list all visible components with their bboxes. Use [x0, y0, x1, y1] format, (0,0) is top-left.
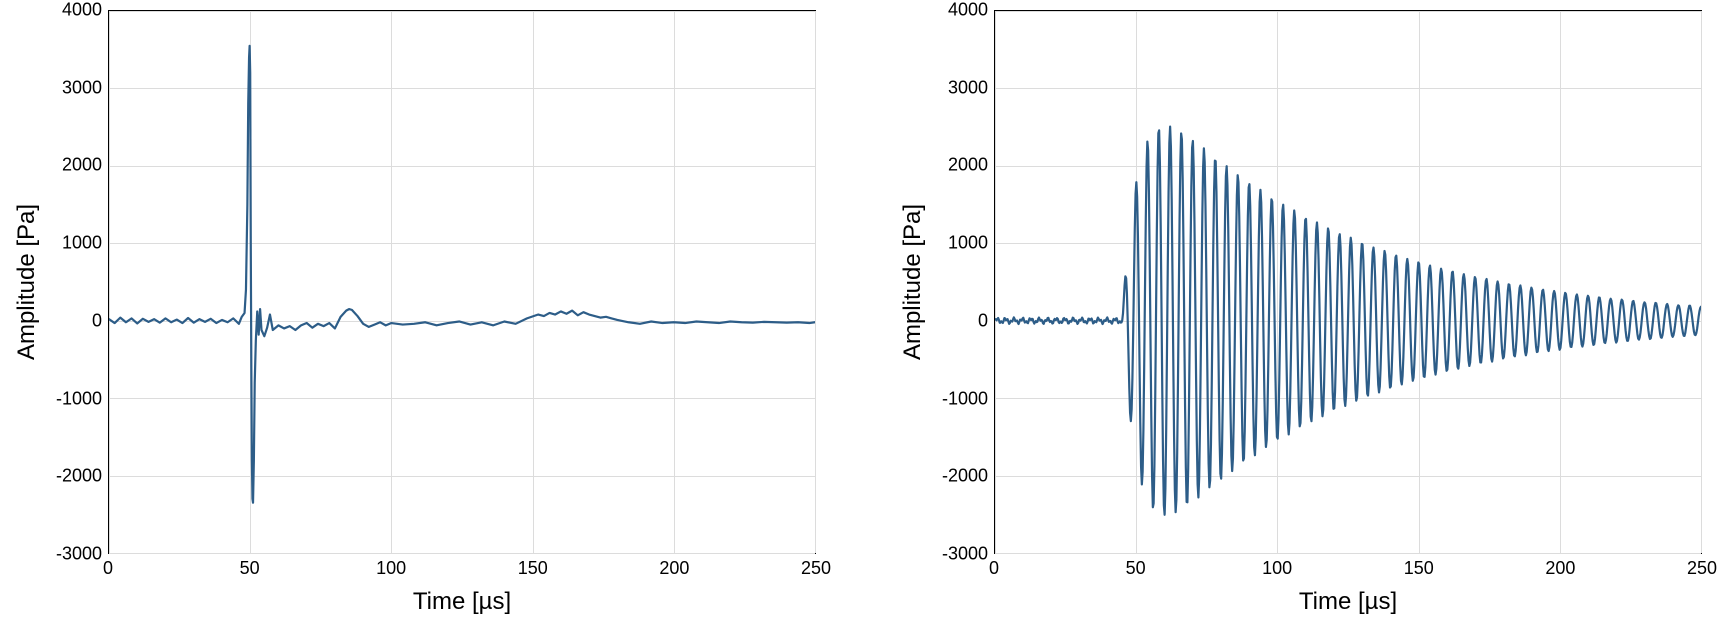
xtick-label: 150 [1404, 558, 1434, 579]
gridline-v [1701, 11, 1702, 553]
plot-box-right [994, 10, 1702, 554]
xtick-label: 50 [240, 558, 260, 579]
xtick-label: 250 [1687, 558, 1717, 579]
ylabel-right: Amplitude [Pa] [899, 204, 927, 360]
ytick-label: -3000 [56, 544, 102, 565]
plot-box-left [108, 10, 816, 554]
ytick-label: 3000 [948, 77, 988, 98]
xlabel-row-right: Time [µs] [994, 584, 1702, 620]
xtick-row-right: 050100150200250 [994, 554, 1702, 584]
xtick-label: 150 [518, 558, 548, 579]
ylabel-wrap-right: Amplitude [Pa] [896, 10, 930, 554]
ytick-label: 4000 [948, 0, 988, 21]
xlabel-left: Time [µs] [413, 584, 511, 616]
ytick-label: 2000 [62, 155, 102, 176]
xtick-label: 50 [1126, 558, 1146, 579]
xtick-label: 100 [376, 558, 406, 579]
panel-left: Amplitude [Pa] -3000-2000-10000100020003… [10, 10, 816, 620]
xtick-row-left: 050100150200250 [108, 554, 816, 584]
ytick-label: 3000 [62, 77, 102, 98]
series-line [995, 127, 1701, 515]
ytick-label: 4000 [62, 0, 102, 21]
xlabel-row-left: Time [µs] [108, 584, 816, 620]
xtick-label: 100 [1262, 558, 1292, 579]
ytick-label: 0 [978, 310, 988, 331]
plot-row-right: Amplitude [Pa] -3000-2000-10000100020003… [896, 10, 1702, 554]
xtick-label: 0 [103, 558, 113, 579]
series-svg-left [109, 11, 815, 553]
ytick-label: -2000 [56, 466, 102, 487]
plot-row-left: Amplitude [Pa] -3000-2000-10000100020003… [10, 10, 816, 554]
xtick-label: 200 [1545, 558, 1575, 579]
ytick-label: 1000 [62, 233, 102, 254]
xtick-label: 250 [801, 558, 831, 579]
ytick-label: -2000 [942, 466, 988, 487]
ylabel-wrap-left: Amplitude [Pa] [10, 10, 44, 554]
ylabel-left: Amplitude [Pa] [13, 204, 41, 360]
ytick-label: -1000 [942, 388, 988, 409]
figure-container: Amplitude [Pa] -3000-2000-10000100020003… [0, 0, 1722, 630]
ytick-col-left: -3000-2000-100001000200030004000 [44, 10, 108, 554]
ytick-label: -1000 [56, 388, 102, 409]
ytick-label: 2000 [948, 155, 988, 176]
ytick-label: -3000 [942, 544, 988, 565]
ytick-label: 0 [92, 310, 102, 331]
series-line [109, 46, 815, 503]
panel-right: Amplitude [Pa] -3000-2000-10000100020003… [896, 10, 1702, 620]
gridline-v [815, 11, 816, 553]
xlabel-right: Time [µs] [1299, 584, 1397, 616]
xtick-label: 0 [989, 558, 999, 579]
ytick-col-right: -3000-2000-100001000200030004000 [930, 10, 994, 554]
series-svg-right [995, 11, 1701, 553]
xtick-label: 200 [659, 558, 689, 579]
ytick-label: 1000 [948, 233, 988, 254]
